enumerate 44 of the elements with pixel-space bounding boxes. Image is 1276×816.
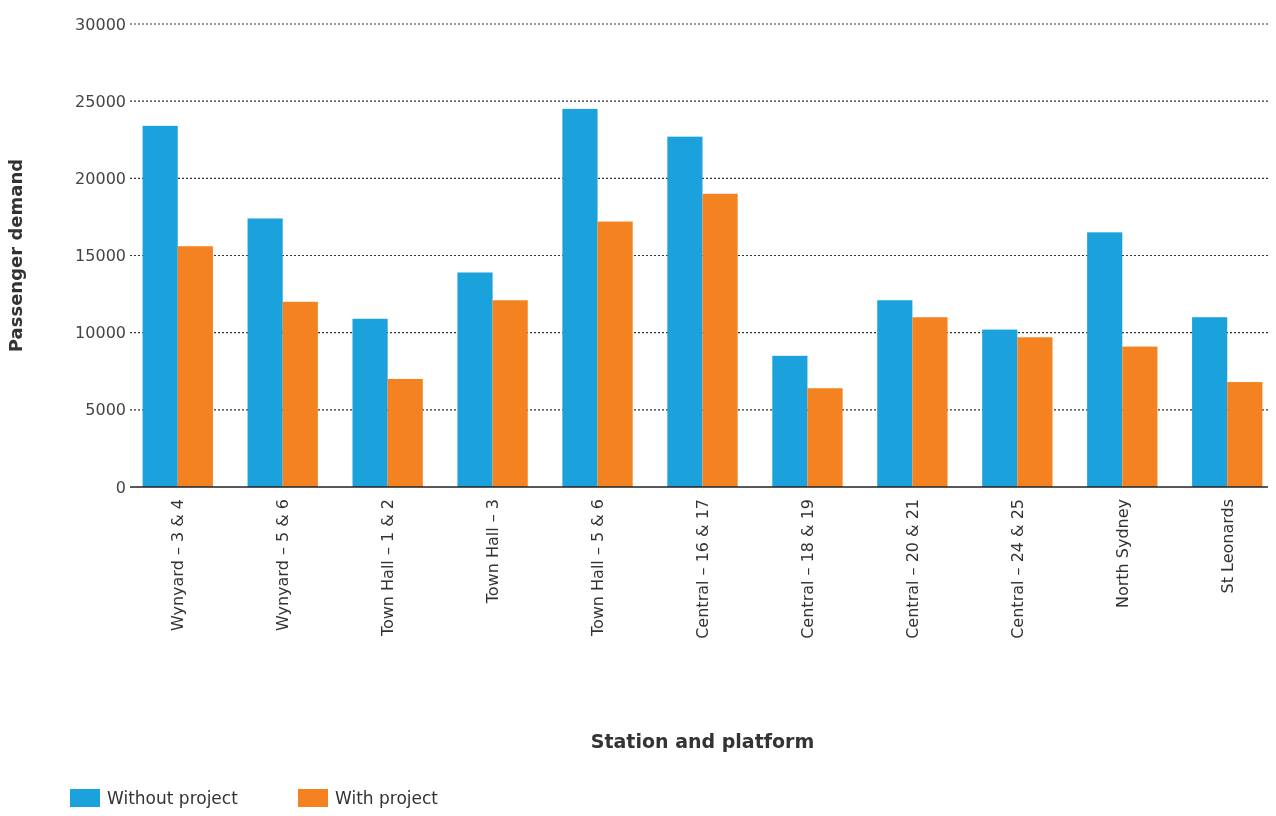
bar <box>877 300 913 487</box>
x-tick-label: Town Hall – 1 & 2 <box>378 499 398 638</box>
bar <box>1017 337 1053 487</box>
bar <box>982 329 1018 487</box>
x-tick-label: Wynyard – 3 & 4 <box>168 499 188 632</box>
y-tick-label: 15000 <box>75 246 126 266</box>
bar <box>387 378 423 487</box>
bar <box>772 355 808 487</box>
bar <box>247 218 283 487</box>
x-tick-label: Central – 18 & 19 <box>798 499 818 639</box>
y-tick-label: 30000 <box>75 14 126 34</box>
bar <box>1192 317 1228 487</box>
x-tick-label: Town Hall – 5 & 6 <box>588 499 608 638</box>
y-axis-title: Passenger demand <box>5 158 26 353</box>
x-tick-label: St Leonards <box>1217 499 1237 594</box>
x-tick-label: Central – 20 & 21 <box>903 499 922 639</box>
y-tick-label: 10000 <box>75 323 126 343</box>
bar <box>177 246 213 487</box>
bar <box>1122 346 1158 487</box>
bar <box>597 221 633 487</box>
bar <box>352 318 388 487</box>
x-tick-label: Wynyard – 5 & 6 <box>273 499 293 632</box>
y-tick-label: 5000 <box>85 400 126 420</box>
legend-label: With project <box>335 787 439 808</box>
bar <box>702 193 738 487</box>
legend-label: Without project <box>107 787 239 808</box>
x-tick-label: North Sydney <box>1112 499 1132 609</box>
bar <box>807 388 843 487</box>
bar <box>142 125 178 487</box>
x-tick-label: Town Hall – 3 <box>483 499 503 605</box>
x-axis-title: Station and platform <box>590 730 815 752</box>
bar <box>457 272 493 487</box>
x-tick-label: Central – 24 & 25 <box>1007 499 1027 639</box>
x-tick-label: Central – 16 & 17 <box>693 499 713 639</box>
bar <box>667 136 703 487</box>
bar <box>562 108 598 487</box>
bar <box>1227 382 1263 487</box>
bar <box>912 317 948 487</box>
bar <box>1087 232 1123 487</box>
y-tick-label: 20000 <box>75 168 126 188</box>
y-tick-label: 0 <box>115 477 126 497</box>
bar <box>492 300 528 487</box>
y-tick-label: 25000 <box>75 91 126 111</box>
bar <box>282 301 318 487</box>
